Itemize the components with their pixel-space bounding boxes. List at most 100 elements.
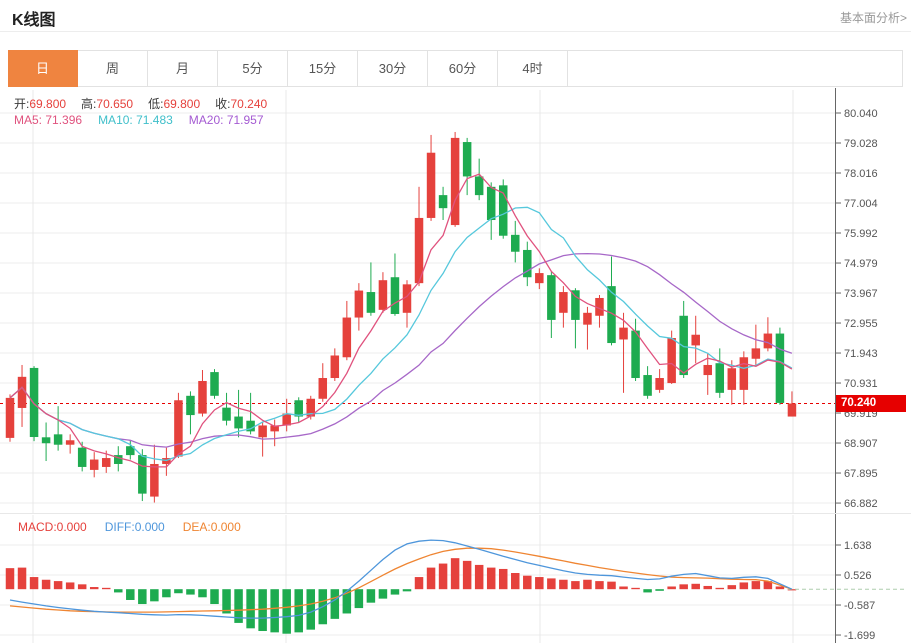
candle bbox=[186, 391, 195, 435]
macd-bar bbox=[282, 589, 291, 634]
candle bbox=[523, 241, 532, 287]
ma5-line bbox=[9, 173, 793, 468]
ma10-line bbox=[9, 206, 793, 462]
candle bbox=[294, 397, 303, 423]
candle-body bbox=[318, 378, 328, 399]
macd-bar bbox=[41, 579, 51, 590]
candle bbox=[162, 447, 171, 476]
candle bbox=[426, 134, 436, 221]
candle-body bbox=[270, 425, 279, 432]
macd-bar bbox=[174, 589, 183, 594]
candle bbox=[763, 317, 773, 352]
macd-divider bbox=[0, 513, 911, 514]
candle bbox=[691, 315, 700, 364]
macd-bar bbox=[354, 589, 364, 609]
candle-body bbox=[101, 458, 111, 467]
fundamental-analysis-link[interactable]: 基本面分析> bbox=[839, 11, 907, 25]
candle-body bbox=[691, 334, 700, 346]
candle bbox=[498, 179, 508, 239]
price-axis-label: 66.882 bbox=[844, 498, 878, 510]
candle-body bbox=[474, 176, 484, 196]
candle-body bbox=[258, 425, 267, 438]
candle-body bbox=[186, 395, 195, 416]
macd-bar bbox=[474, 564, 484, 590]
macd-bar bbox=[559, 579, 568, 590]
open-value: 69.800 bbox=[29, 97, 67, 111]
candle bbox=[775, 327, 785, 405]
ma20-line bbox=[9, 252, 793, 448]
high-label: 高: bbox=[81, 97, 97, 111]
tab-label: 30分 bbox=[378, 61, 407, 76]
macd-readout: MACD:0.000 DIFF:0.000 DEA:0.000 bbox=[18, 520, 241, 534]
candle-body bbox=[234, 416, 243, 429]
candle bbox=[114, 446, 123, 472]
candle-body bbox=[114, 455, 123, 464]
candle-body bbox=[426, 152, 436, 218]
macd-bar bbox=[101, 587, 111, 590]
macd-bar bbox=[402, 589, 412, 592]
candle-body bbox=[210, 372, 219, 396]
last-price-tag: 70.240 bbox=[836, 395, 906, 412]
macd-bar bbox=[691, 583, 700, 590]
candle-body bbox=[438, 195, 448, 209]
macd-axis-label: 0.526 bbox=[844, 570, 872, 582]
candle-body bbox=[342, 317, 352, 358]
candle bbox=[438, 186, 448, 221]
tab-30min[interactable]: 30分 bbox=[358, 51, 428, 86]
candle bbox=[342, 300, 352, 361]
candle bbox=[583, 306, 592, 350]
candle-body bbox=[739, 357, 749, 390]
candle bbox=[474, 158, 484, 201]
tab-month[interactable]: 月 bbox=[148, 51, 218, 86]
candle-body bbox=[150, 463, 159, 497]
candle-body bbox=[727, 368, 737, 390]
macd-bar bbox=[450, 558, 460, 590]
price-axis-label: 78.016 bbox=[844, 168, 878, 180]
candle-body bbox=[174, 400, 183, 457]
dea-line bbox=[9, 547, 793, 613]
candle-body bbox=[775, 333, 785, 403]
ma10-readout: MA10: 71.483 bbox=[98, 113, 173, 127]
candlestick-chart[interactable]: 80.040 79.028 78.016 77.004 75.992 74.979 73.9… bbox=[0, 88, 911, 513]
price-axis-label: 73.967 bbox=[844, 288, 878, 300]
macd-bar bbox=[270, 589, 279, 633]
macd-bar bbox=[77, 584, 87, 590]
tab-week[interactable]: 周 bbox=[78, 51, 148, 86]
candle-body bbox=[414, 217, 424, 284]
candle bbox=[559, 286, 568, 328]
candle-body bbox=[330, 355, 340, 379]
macd-chart[interactable]: 1.638 0.526 -0.587 -1.699 bbox=[0, 513, 911, 643]
candle-body bbox=[138, 455, 147, 494]
tab-60min[interactable]: 60分 bbox=[428, 51, 498, 86]
price-axis-label: 77.004 bbox=[844, 198, 878, 210]
candle-body bbox=[65, 440, 75, 445]
candle-body bbox=[378, 280, 388, 310]
tab-15min[interactable]: 15分 bbox=[288, 51, 358, 86]
candle bbox=[126, 440, 135, 460]
candle bbox=[234, 389, 243, 438]
candle-body bbox=[715, 363, 725, 393]
macd-bar bbox=[17, 567, 27, 590]
candle-body bbox=[222, 407, 231, 421]
candle-body bbox=[41, 437, 51, 444]
candle bbox=[89, 452, 99, 478]
candle-body bbox=[402, 284, 412, 313]
macd-bar bbox=[643, 589, 652, 593]
candle bbox=[17, 364, 27, 427]
tab-4hour[interactable]: 4时 bbox=[498, 51, 568, 86]
candle-body bbox=[703, 364, 712, 376]
tab-day[interactable]: 日 bbox=[8, 50, 78, 87]
close-label: 收: bbox=[215, 97, 231, 111]
macd-bar bbox=[222, 589, 231, 614]
candle bbox=[414, 186, 424, 287]
macd-bar bbox=[29, 577, 39, 590]
candle-body bbox=[29, 367, 39, 438]
candle bbox=[41, 422, 51, 462]
macd-bar bbox=[89, 587, 99, 590]
macd-bar bbox=[631, 587, 640, 590]
macd-bar bbox=[438, 563, 448, 590]
candle-body bbox=[607, 286, 616, 344]
tab-5min[interactable]: 5分 bbox=[218, 51, 288, 86]
title-divider bbox=[0, 31, 911, 32]
